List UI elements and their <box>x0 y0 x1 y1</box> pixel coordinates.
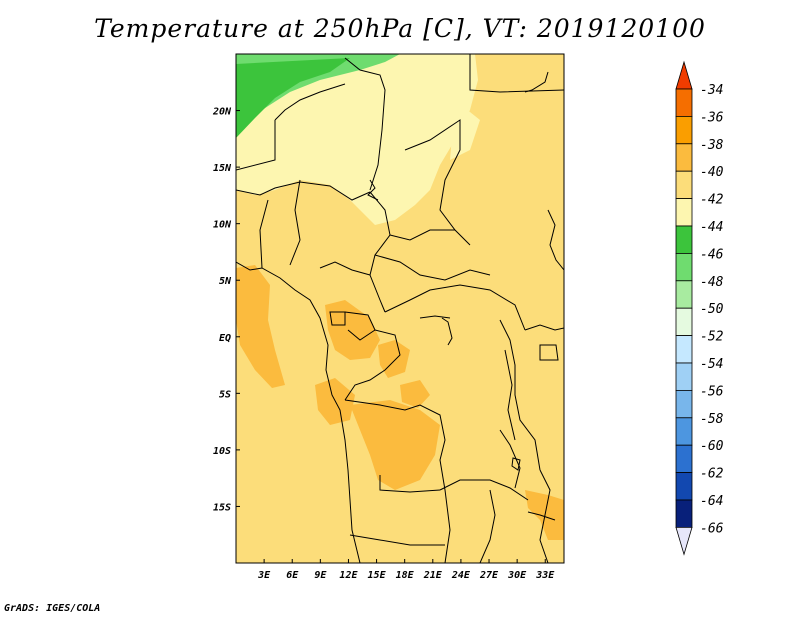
cool-region <box>236 54 478 225</box>
lon-tick-label: 9E <box>314 570 327 581</box>
colorbar-swatch <box>675 280 693 309</box>
lon-tick-label: 30E <box>507 570 527 581</box>
colorbar-swatch <box>675 307 693 337</box>
colorbar-top-arrow <box>675 60 693 90</box>
lat-tick-label: EQ <box>219 333 231 344</box>
map-title: Temperature at 250hPa [C], VT: 201912010… <box>94 14 706 43</box>
colorbar-swatch <box>675 472 693 501</box>
longitude-axis: 3E 6E 9E 12E 15E 18E 21E 24E 27E 30E 33E <box>257 559 555 581</box>
colorbar-label: -62 <box>700 467 724 482</box>
colorbar-swatch <box>675 444 693 474</box>
colorbar-swatch <box>675 417 693 446</box>
warm-region <box>345 330 372 352</box>
colorbar-swatch <box>675 198 693 227</box>
lon-tick-label: 6E <box>286 570 299 581</box>
lon-tick-label: 27E <box>479 570 499 581</box>
colorbar-label: -48 <box>700 275 724 290</box>
colorbar-label: -56 <box>700 384 724 399</box>
colorbar-swatch <box>675 499 693 528</box>
lon-tick-label: 33E <box>535 570 555 581</box>
colorbar-swatch <box>675 252 693 282</box>
colorbar-label: -60 <box>700 439 724 454</box>
lat-tick-label: 5S <box>219 389 231 400</box>
colorbar-label: -58 <box>700 412 724 427</box>
colorbar-label: -46 <box>700 247 724 262</box>
colorbar-label: -44 <box>700 220 723 235</box>
warm-region <box>350 400 440 490</box>
colorbar-swatch <box>675 389 693 419</box>
warm-region <box>400 380 430 408</box>
colorbar-label: -64 <box>700 494 723 509</box>
colorbar-label: -66 <box>700 521 724 536</box>
colorbar-swatch <box>675 170 693 199</box>
colorbar-swatch <box>675 225 693 254</box>
lat-tick-label: 10N <box>213 220 232 231</box>
warm-region <box>236 265 285 388</box>
colorbar-swatch <box>675 116 693 145</box>
lon-tick-label: 15E <box>368 570 387 581</box>
lon-tick-label: 3E <box>257 570 271 581</box>
lat-tick-label: 20N <box>212 107 232 118</box>
country-borders <box>236 54 564 563</box>
green-region <box>236 58 350 138</box>
colorbar-label: -50 <box>700 302 724 317</box>
colorbar-label: -52 <box>700 330 724 345</box>
lon-tick-label: 24E <box>451 570 471 581</box>
map-frame <box>235 53 565 564</box>
colorbar-bottom-arrow <box>675 527 693 556</box>
lon-tick-label: 18E <box>396 570 415 581</box>
lat-tick-label: 5N <box>219 276 232 287</box>
colorbar-swatch <box>675 88 693 117</box>
colorbar-label: -54 <box>700 357 723 372</box>
lon-tick-label: 12E <box>339 570 358 581</box>
lat-tick-label: 15S <box>213 502 231 513</box>
colorbar-swatch <box>675 143 693 172</box>
colorbar-label: -34 <box>700 83 723 98</box>
cool-region <box>450 100 480 160</box>
colorbar-label: -36 <box>700 110 724 125</box>
colorbar-swatch <box>675 335 693 364</box>
lon-tick-label: 21E <box>423 570 443 581</box>
colorbar-label: -38 <box>700 138 724 153</box>
colorbar-swatch <box>675 362 693 391</box>
lat-tick-label: 10S <box>213 446 231 457</box>
colorbar-label: -40 <box>700 165 724 180</box>
latitude-axis: 20N 15N 10N 5N EQ 5S 10S 15S <box>212 107 240 513</box>
colorbar: -34 -36 -38 -40 -42 -44 -46 -48 -50 -52 -54 -56 -58 -… <box>675 60 724 556</box>
lat-tick-label: 15N <box>213 163 232 174</box>
temperature-field <box>236 54 564 563</box>
colorbar-label: -42 <box>700 193 724 208</box>
grads-credit: GrADS: IGES/COLA <box>4 603 101 614</box>
